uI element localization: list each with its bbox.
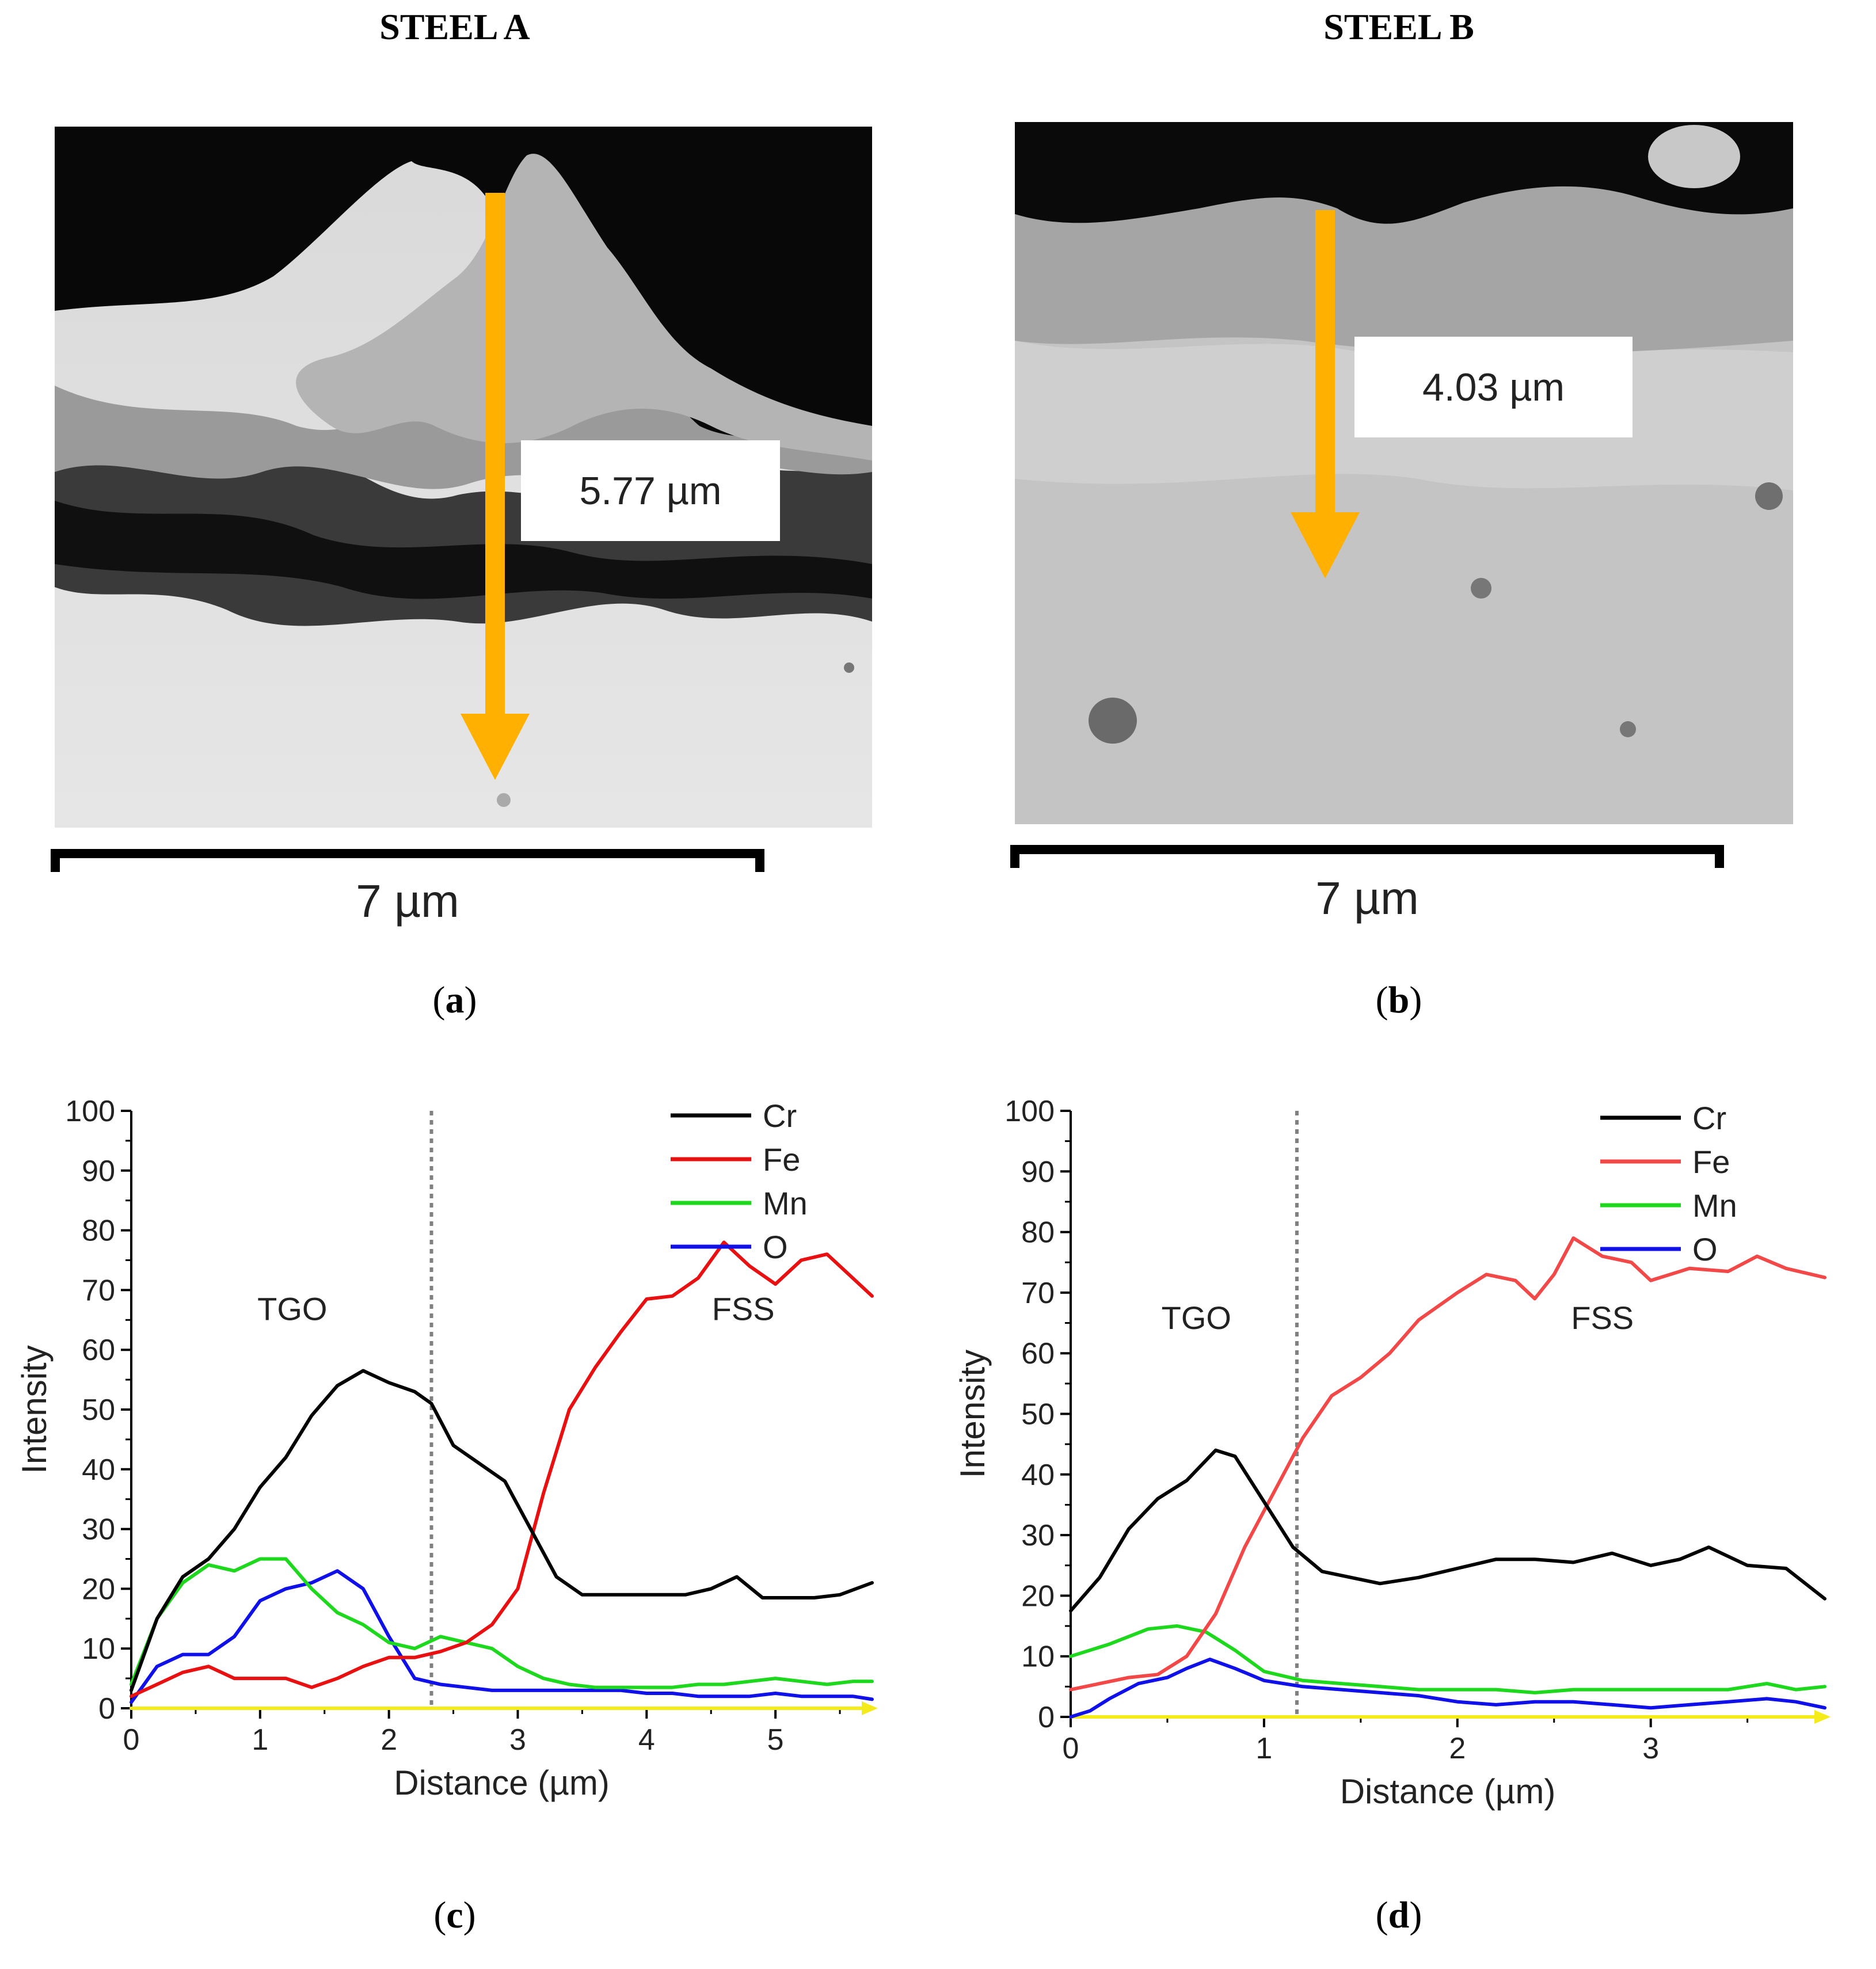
series-cr-line	[1069, 1448, 1826, 1613]
y-tick-label: 10	[82, 1632, 115, 1666]
steel-a-title: STEEL A	[379, 6, 530, 47]
legend-label-o: O	[1692, 1231, 1718, 1267]
panel-label-d: (d)	[1375, 1894, 1422, 1936]
y-tick-label: 100	[1004, 1095, 1055, 1128]
region-annotation: FSS	[712, 1290, 775, 1327]
legend-label-mn: Mn	[763, 1185, 808, 1221]
scale-label-a: 7 µm	[356, 875, 459, 927]
baseline-arrowhead	[862, 1701, 878, 1715]
series-o-line	[1069, 1658, 1826, 1719]
measurement-label-a: 5.77 µm	[521, 440, 780, 541]
legend-label-cr: Cr	[1692, 1100, 1726, 1136]
y-tick-label: 50	[82, 1393, 115, 1427]
legend-label-mn: Mn	[1692, 1187, 1737, 1224]
x-axis-label: Distance (µm)	[394, 1764, 610, 1802]
y-tick-label: 80	[82, 1214, 115, 1248]
y-tick-label: 50	[1021, 1398, 1055, 1431]
x-tick-label: 4	[638, 1723, 655, 1757]
thickness-arrow-b	[1291, 210, 1360, 578]
scale-bar-a	[51, 849, 764, 872]
y-tick-label: 0	[1038, 1701, 1055, 1734]
x-tick-label: 5	[767, 1723, 784, 1757]
scale-bar-b	[1010, 845, 1724, 868]
y-tick-label: 100	[65, 1095, 115, 1128]
y-tick-label: 60	[1021, 1337, 1055, 1370]
legend-label-fe: Fe	[763, 1141, 800, 1178]
panel-label-c: (c)	[433, 1894, 476, 1936]
y-axis-label: Intensity	[953, 1350, 992, 1478]
x-tick-label: 2	[1449, 1732, 1466, 1765]
series-o-line	[130, 1569, 874, 1704]
x-tick-label: 1	[252, 1723, 268, 1757]
legend-label-o: O	[763, 1229, 788, 1265]
steel-b-title: STEEL B	[1323, 6, 1474, 47]
panel-label-b: (b)	[1375, 979, 1422, 1021]
y-tick-label: 40	[1021, 1458, 1055, 1492]
baseline-arrowhead	[1814, 1710, 1831, 1724]
series-fe-line	[130, 1240, 874, 1698]
y-tick-label: 40	[82, 1453, 115, 1487]
legend-label-cr: Cr	[763, 1098, 797, 1134]
y-tick-label: 20	[82, 1572, 115, 1606]
region-annotation: TGO	[1162, 1300, 1231, 1336]
y-tick-label: 70	[1021, 1277, 1055, 1310]
y-tick-label: 0	[98, 1692, 115, 1726]
x-tick-label: 3	[1642, 1732, 1659, 1765]
chart-c: 0 10 20 30 40 50 60 70 80 90 100 0 1 2 3 4 5 Distance (µm…	[15, 1095, 878, 1802]
y-tick-label: 90	[82, 1155, 115, 1188]
legend-label-fe: Fe	[1692, 1144, 1730, 1180]
x-tick-label: 0	[123, 1723, 140, 1757]
y-tick-label: 80	[1021, 1216, 1055, 1250]
y-tick-label: 10	[1021, 1640, 1055, 1674]
panel-label-a: (a)	[432, 979, 477, 1021]
x-tick-label: 0	[1063, 1732, 1079, 1765]
series-mn-line	[1069, 1624, 1826, 1694]
micrograph-b	[1015, 122, 1793, 824]
x-tick-label: 2	[380, 1723, 397, 1757]
y-tick-label: 30	[1021, 1519, 1055, 1552]
x-axis-label: Distance (µm)	[1340, 1772, 1556, 1811]
x-tick-label: 1	[1255, 1732, 1272, 1765]
y-tick-label: 70	[82, 1274, 115, 1307]
chart-d: 0 10 20 30 40 50 60 70 80 90 100 0 1 2 3 Distance (µm) I…	[953, 1095, 1831, 1811]
y-tick-label: 90	[1021, 1155, 1055, 1189]
thickness-arrow-a	[461, 193, 530, 780]
series-cr-line	[130, 1369, 874, 1692]
y-axis-label: Intensity	[15, 1345, 54, 1473]
y-tick-label: 30	[82, 1513, 115, 1547]
scale-label-b: 7 µm	[1315, 873, 1419, 924]
y-tick-label: 20	[1021, 1579, 1055, 1613]
y-tick-label: 60	[82, 1334, 115, 1367]
series-mn-line	[130, 1557, 874, 1689]
x-tick-label: 3	[509, 1723, 526, 1757]
measurement-label-b: 4.03 µm	[1354, 337, 1633, 437]
region-annotation: TGO	[257, 1290, 327, 1327]
region-annotation: FSS	[1571, 1300, 1634, 1336]
